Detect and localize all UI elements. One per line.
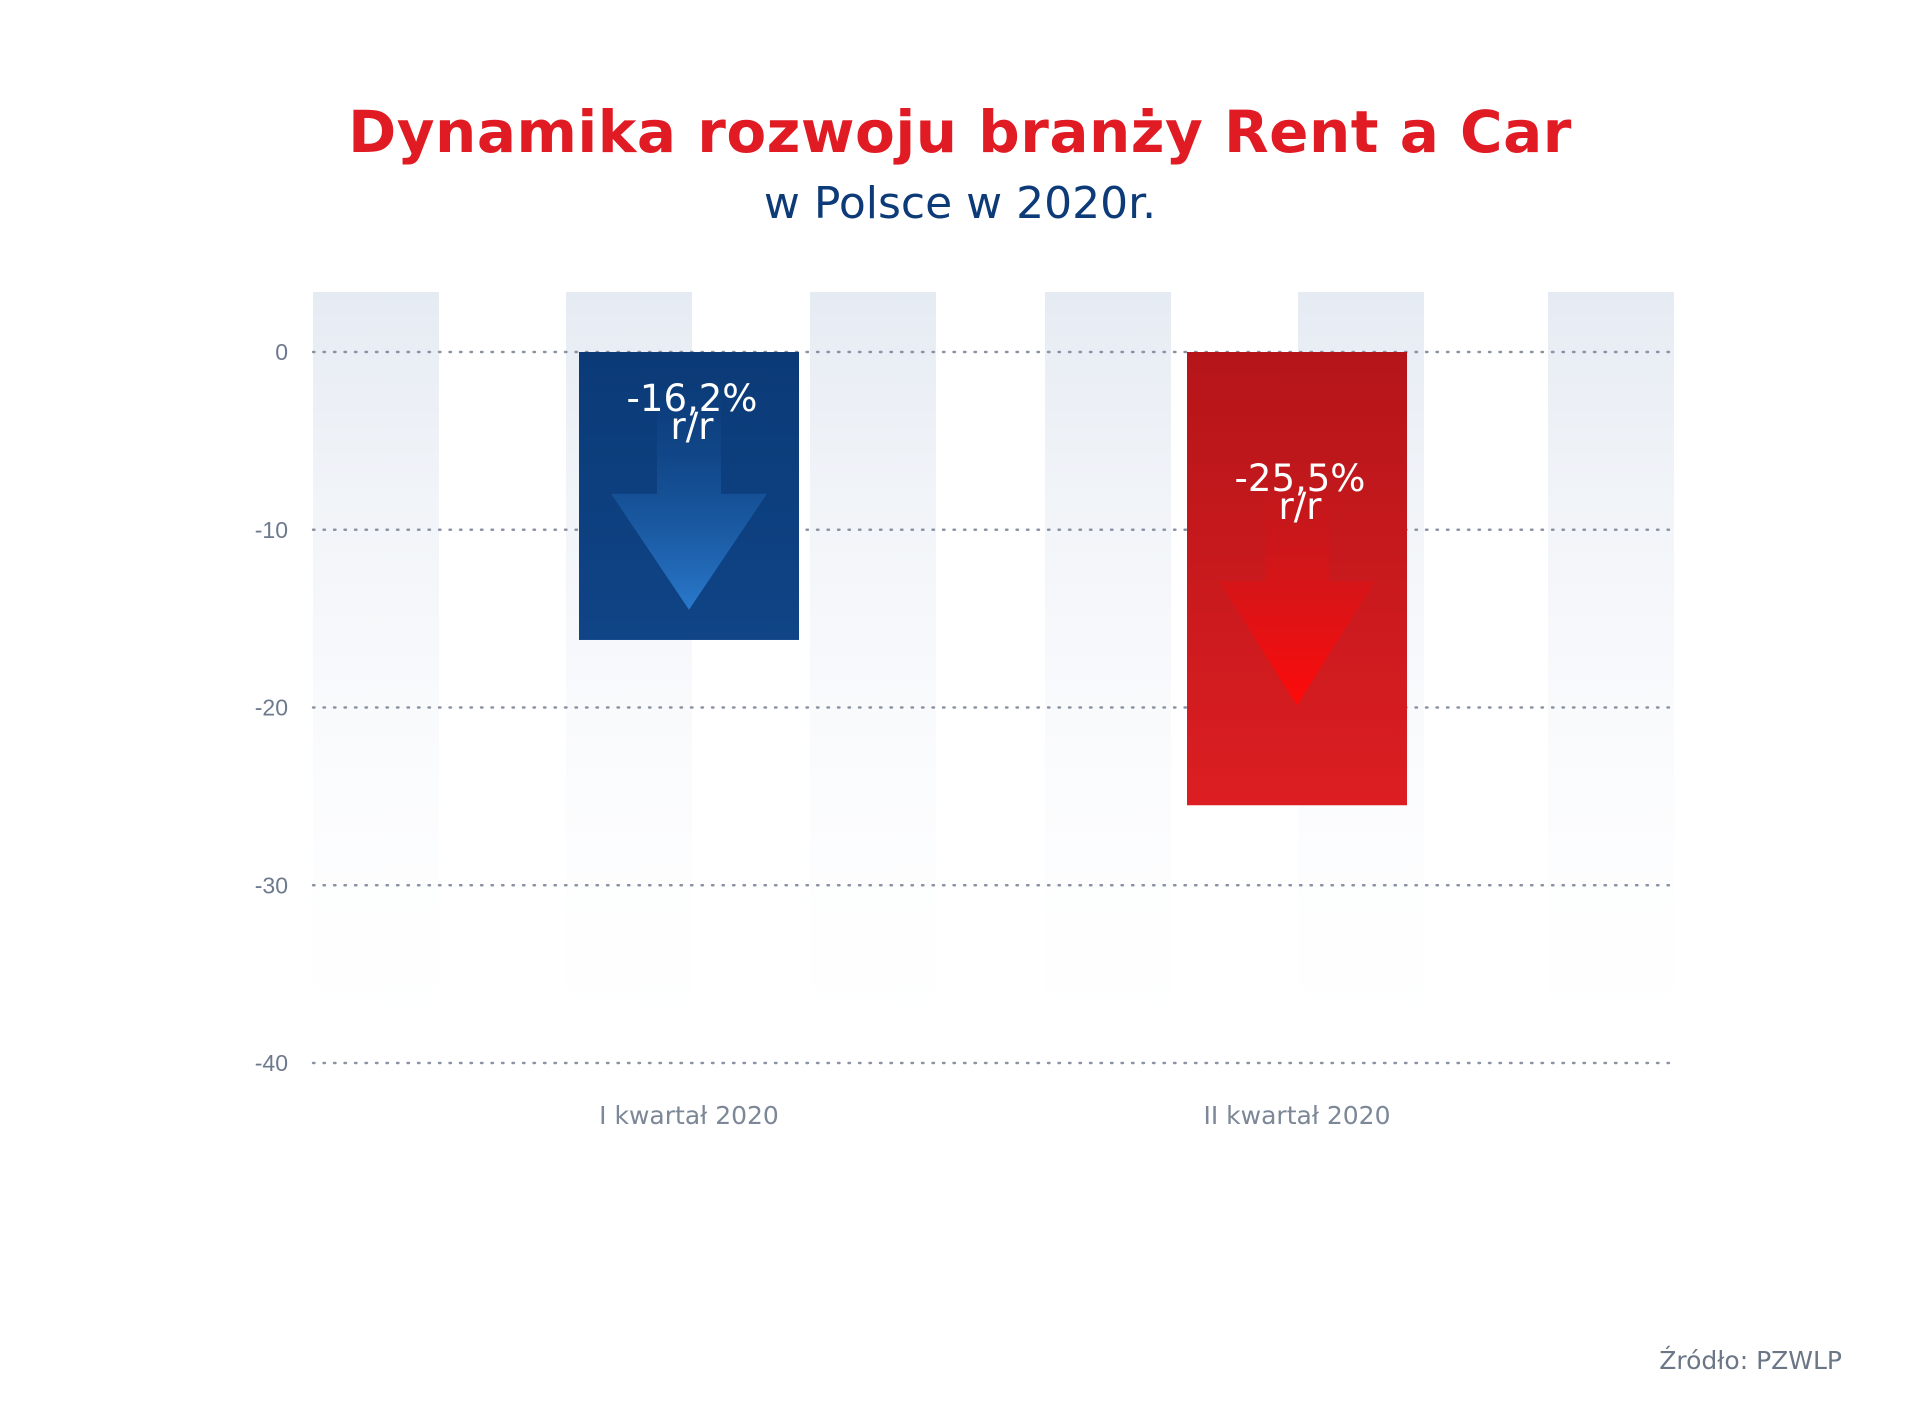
bar-group: -16,2%r/r	[579, 352, 799, 640]
background-band	[1548, 292, 1674, 1052]
chart-subtitle: w Polsce w 2020r.	[763, 178, 1157, 229]
y-tick-label: 0	[275, 339, 288, 365]
x-tick-label: I kwartał 2020	[599, 1101, 779, 1130]
down-arrow-icon	[1219, 470, 1375, 706]
background-band	[1045, 292, 1171, 1052]
chart-title: Dynamika rozwoju branży Rent a Car	[348, 98, 1572, 166]
data-label-unit: r/r	[1279, 485, 1323, 528]
x-axis: I kwartał 2020 II kwartał 2020	[599, 1101, 1390, 1130]
data-label-value: -25,5%	[1235, 457, 1366, 500]
bar-group: -25,5%r/r	[1187, 352, 1407, 806]
background-band	[313, 292, 439, 1052]
bars: -16,2%r/r-25,5%r/r	[579, 352, 1407, 806]
data-label-unit: r/r	[671, 405, 715, 448]
data-label-value: -16,2%	[627, 377, 758, 420]
y-axis: 0 -10 -20 -30 -40	[255, 339, 288, 1076]
y-tick-label: -30	[255, 872, 288, 898]
background-band	[810, 292, 936, 1052]
y-tick-label: -10	[255, 517, 288, 543]
x-tick-label: II kwartał 2020	[1203, 1101, 1390, 1130]
y-tick-label: -20	[255, 695, 288, 721]
background-bands	[313, 292, 1674, 1052]
source-note: Źródło: PZWLP	[1659, 1346, 1842, 1375]
grid-lines	[311, 350, 1675, 1065]
down-arrow-icon	[611, 390, 767, 610]
y-tick-label: -40	[255, 1050, 288, 1076]
